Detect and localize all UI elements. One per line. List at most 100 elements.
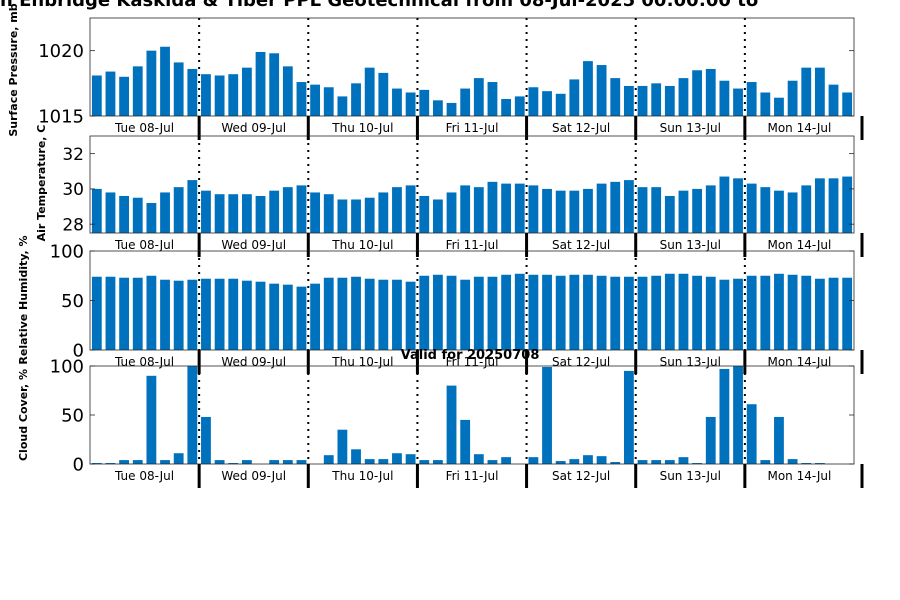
- data-bar: [187, 68, 198, 116]
- data-bar: [514, 273, 525, 350]
- data-bar: [651, 275, 662, 350]
- y-tick-label: 100: [50, 356, 84, 377]
- data-bar: [364, 67, 375, 116]
- data-bar: [378, 279, 389, 350]
- x-day-label: Mon 14-Jul: [767, 355, 831, 369]
- data-bar: [378, 192, 389, 233]
- data-bar: [473, 78, 484, 116]
- data-bar: [323, 194, 334, 233]
- axes-frame: [89, 135, 855, 234]
- data-bar: [705, 185, 716, 233]
- chart-title: n Enbridge Kaskida & Tiber PPL Geotechni…: [0, 0, 758, 11]
- data-bar: [487, 181, 498, 233]
- data-bar: [664, 85, 675, 116]
- valid-date-label: Valid for 20250708: [401, 348, 540, 363]
- data-bar: [187, 180, 198, 233]
- data-bar: [310, 84, 321, 116]
- data-bar: [501, 183, 512, 233]
- y-tick-label: 28: [62, 215, 84, 235]
- data-bar: [637, 460, 648, 464]
- x-day-label: Thu 10-Jul: [331, 355, 393, 369]
- data-bar: [774, 97, 784, 116]
- data-bar: [351, 276, 361, 350]
- data-bar: [160, 46, 170, 116]
- data-bar: [555, 93, 566, 116]
- x-day-label: Wed 09-Jul: [221, 469, 286, 483]
- data-bar: [569, 190, 580, 233]
- data-bar: [214, 75, 225, 116]
- data-bar: [651, 460, 662, 464]
- data-bar: [323, 455, 334, 464]
- x-day-label: Sun 13-Jul: [660, 355, 721, 369]
- data-bar: [610, 181, 621, 233]
- data-bar: [405, 185, 416, 233]
- data-bar: [787, 274, 798, 350]
- data-bar: [460, 88, 471, 116]
- y-axis-label: Cloud Cover, %: [17, 369, 30, 461]
- data-bar: [392, 453, 402, 464]
- data-bar: [678, 457, 689, 464]
- data-bar: [569, 79, 580, 116]
- data-bar: [610, 78, 621, 116]
- data-bar: [310, 192, 321, 233]
- data-bar: [637, 85, 648, 116]
- data-bar: [473, 454, 484, 464]
- data-bar: [501, 99, 512, 116]
- data-bar: [173, 453, 184, 464]
- data-bar: [201, 278, 211, 350]
- data-bar: [623, 276, 634, 350]
- data-bar: [664, 460, 675, 464]
- data-bar: [705, 276, 716, 350]
- data-bar: [733, 88, 743, 116]
- y-axis-label: Relative Humidity, %: [17, 235, 30, 364]
- data-bar: [774, 273, 784, 350]
- data-bar: [228, 194, 239, 233]
- data-bar: [760, 92, 771, 116]
- data-bar: [446, 192, 457, 233]
- data-bar: [692, 275, 703, 350]
- x-day-label: Tue 08-Jul: [114, 469, 174, 483]
- data-bar: [596, 275, 607, 350]
- data-bar: [583, 455, 593, 464]
- data-bar: [392, 279, 402, 350]
- data-bar: [542, 91, 552, 116]
- data-bar: [91, 75, 102, 116]
- data-bar: [405, 454, 416, 464]
- x-day-label: Sun 13-Jul: [660, 238, 721, 252]
- data-bar: [705, 68, 716, 116]
- x-day-label: Sat 12-Jul: [552, 355, 610, 369]
- data-bar: [282, 460, 293, 464]
- data-bar: [241, 67, 252, 116]
- data-bar: [596, 65, 607, 116]
- data-bar: [269, 283, 280, 350]
- x-day-label: Sat 12-Jul: [552, 238, 610, 252]
- x-day-label: Fri 11-Jul: [446, 355, 499, 369]
- chart-panel-3: 0 50 100 Tue 08-Jul Wed 09-Jul Thu 10-Jul Fri …: [17, 235, 864, 374]
- data-bar: [323, 277, 334, 350]
- data-bar: [119, 76, 130, 116]
- data-bar: [105, 463, 116, 464]
- data-bar: [91, 463, 102, 464]
- y-tick-label: 1020: [38, 41, 84, 62]
- data-bar: [583, 274, 593, 350]
- data-bar: [746, 183, 757, 233]
- data-bar: [610, 276, 621, 350]
- data-bar: [364, 459, 375, 464]
- data-bar: [746, 82, 757, 116]
- data-bar: [528, 185, 539, 233]
- data-bar: [241, 194, 252, 233]
- x-day-label: Wed 09-Jul: [221, 121, 286, 135]
- data-bar: [746, 275, 757, 350]
- data-bar: [269, 53, 280, 116]
- data-bar: [787, 80, 798, 116]
- data-bar: [719, 80, 730, 116]
- data-bar: [119, 195, 130, 233]
- x-day-label: Fri 11-Jul: [446, 469, 499, 483]
- data-bar: [596, 456, 607, 464]
- x-day-label: Thu 10-Jul: [331, 121, 393, 135]
- data-bar: [692, 70, 703, 116]
- data-bar: [623, 85, 634, 116]
- data-bar: [460, 419, 471, 464]
- data-bar: [774, 416, 784, 464]
- data-bar: [446, 102, 457, 116]
